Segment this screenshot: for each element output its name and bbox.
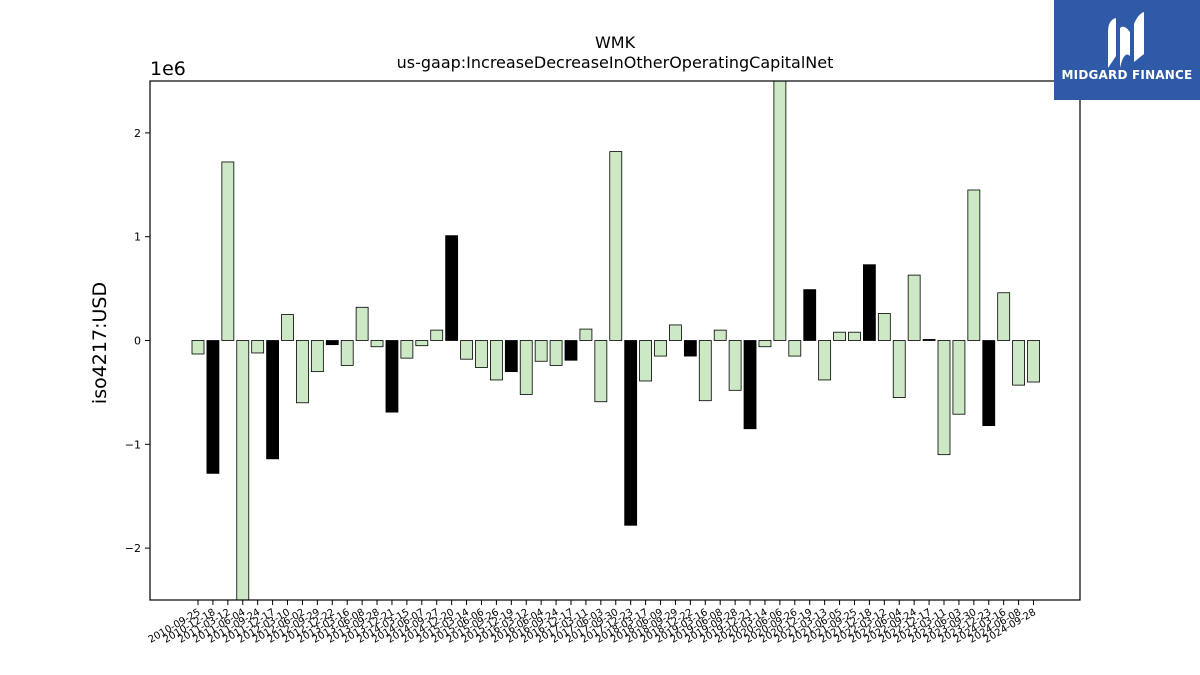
- bar: [997, 292, 1011, 341]
- bar: [460, 340, 473, 360]
- bar: [863, 264, 876, 341]
- logo-text: MIDGARD FINANCE: [1061, 68, 1193, 82]
- bar: [281, 314, 294, 341]
- y-tick-label: 2: [134, 127, 141, 140]
- plot-frame: [149, 80, 1081, 601]
- bar: [594, 340, 608, 403]
- y-tick-label: 1: [134, 231, 141, 244]
- bar: [624, 340, 638, 526]
- bar: [698, 340, 712, 402]
- bar: [848, 331, 861, 341]
- bar: [743, 340, 757, 430]
- bar: [355, 306, 369, 341]
- bar: [803, 289, 817, 341]
- bar: [877, 313, 891, 341]
- bar: [907, 274, 921, 341]
- bar: [266, 340, 280, 460]
- y-tick-label: −1: [125, 438, 141, 451]
- bar: [818, 340, 832, 381]
- bar: [340, 340, 354, 366]
- bar: [952, 340, 966, 415]
- bar: [1027, 340, 1040, 383]
- bar: [609, 151, 623, 341]
- bar: [937, 340, 951, 456]
- bar: [728, 340, 742, 391]
- bar: [191, 340, 205, 355]
- bar: [504, 340, 518, 373]
- bar: [370, 340, 384, 348]
- bar: [669, 324, 682, 341]
- y-tick-label: −2: [125, 542, 141, 555]
- bar: [892, 340, 906, 398]
- bar: [833, 331, 846, 341]
- bar: [310, 340, 324, 373]
- bar: [639, 340, 652, 382]
- bar: [967, 189, 981, 341]
- bar: [221, 161, 235, 341]
- bar: [325, 340, 339, 346]
- bar: [415, 340, 429, 347]
- bar: [236, 340, 250, 601]
- bar: [758, 340, 772, 348]
- chart-title: WMK: [595, 33, 636, 52]
- bar: [549, 340, 563, 366]
- bar: [296, 340, 309, 404]
- bar: [430, 329, 444, 341]
- bar: [982, 340, 996, 427]
- bar: [475, 340, 488, 368]
- bar: [922, 339, 936, 341]
- bar: [489, 340, 503, 381]
- bar: [773, 80, 787, 341]
- y-axis-label: iso4217:USD: [89, 282, 111, 404]
- bar: [251, 340, 265, 354]
- bar: [564, 340, 578, 361]
- bar: [713, 329, 727, 341]
- midgard-logo-icon: [1108, 12, 1144, 69]
- bar: [519, 340, 533, 395]
- midgard-logo: MIDGARD FINANCE: [1054, 0, 1200, 100]
- bar: [788, 340, 802, 357]
- bar: [445, 235, 459, 341]
- bar: [683, 340, 697, 357]
- y-tick-label: 0: [134, 335, 141, 348]
- bar: [579, 328, 593, 341]
- y-offset-label: 1e6: [150, 58, 186, 80]
- bar: [385, 340, 399, 413]
- bar: [400, 340, 414, 359]
- chart-subtitle: us-gaap:IncreaseDecreaseInOtherOperating…: [397, 53, 834, 72]
- bar: [1012, 340, 1025, 386]
- bar: [654, 340, 667, 357]
- bar: [206, 340, 220, 474]
- bar: [534, 340, 548, 362]
